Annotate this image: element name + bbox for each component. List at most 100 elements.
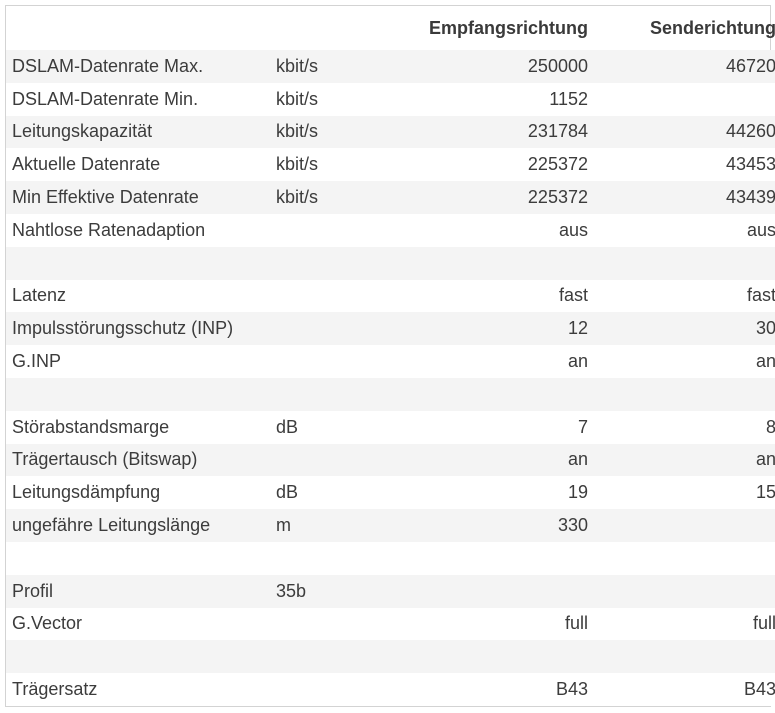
row-unit [276,640,422,673]
row-unit [276,542,422,575]
table-row: Leitungskapazität kbit/s 231784 44260 [6,115,775,149]
row-unit: kbit/s [276,187,319,208]
row-value-empfangsrichtung: 7 [577,416,588,437]
dsl-info-table: Empfangsrichtung Senderichtung DSLAM-Dat… [6,6,775,706]
row-value-empfangsrichtung: aus [558,219,588,240]
row-label: Leitungsdämpfung [12,482,161,503]
row-label: DSLAM-Datenrate Max. [12,55,204,76]
row-unit: dB [276,416,299,437]
row-unit [276,312,422,345]
row-value-empfangsrichtung: 225372 [527,187,588,208]
row-label: G.Vector [12,613,83,634]
table-row: G.INP an an [6,345,775,378]
table-header-row: Empfangsrichtung Senderichtung [6,6,775,50]
row-value-empfangsrichtung: fast [558,285,588,306]
row-unit: m [276,515,291,536]
row-value-senderichtung [588,542,775,575]
table-row: ungefähre Leitungslänge m 330 [6,509,775,542]
row-value-senderichtung [588,378,775,411]
row-unit [276,608,422,641]
table-row [6,377,775,411]
row-value-senderichtung: 43453 [725,154,775,175]
row-value-senderichtung [588,247,775,280]
row-unit [276,280,422,313]
table-row: Nahtlose Ratenadaption aus aus [6,213,775,247]
row-value-empfangsrichtung: 250000 [527,55,588,76]
row-value-senderichtung: an [755,351,775,372]
row-value-senderichtung: 44260 [725,121,775,142]
header-empfangsrichtung: Empfangsrichtung [428,17,588,38]
row-value-senderichtung: 15 [755,482,775,503]
row-unit [276,444,422,477]
row-value-senderichtung: B43 [743,679,775,700]
row-label: Min Effektive Datenrate [12,187,199,208]
table-row: DSLAM-Datenrate Max. kbit/s 250000 46720 [6,50,775,83]
row-value-senderichtung: 46720 [725,55,775,76]
table-row [6,541,775,575]
row-value-empfangsrichtung [422,378,588,411]
row-value-senderichtung [588,83,775,116]
row-unit [276,247,422,280]
row-label: DSLAM-Datenrate Min. [12,88,199,109]
table-row: Leitungsdämpfung dB 19 15 [6,476,775,510]
row-unit [276,378,422,411]
row-label: Nahtlose Ratenadaption [12,219,206,240]
row-unit: kbit/s [276,55,319,76]
row-label: Aktuelle Datenrate [12,154,161,175]
row-value-empfangsrichtung: 225372 [527,154,588,175]
row-label: Impulsstörungsschutz (INP) [12,318,234,339]
table-row: Impulsstörungsschutz (INP) 12 30 [6,312,775,346]
header-label [6,6,276,50]
row-label [6,640,276,673]
table-row: Latenz fast fast [6,279,775,313]
table-row: Trägertausch (Bitswap) an an [6,443,775,477]
row-value-senderichtung: full [752,613,775,634]
row-unit [276,214,422,247]
row-value-empfangsrichtung [422,542,588,575]
row-value-empfangsrichtung [422,247,588,280]
row-value-empfangsrichtung: full [564,613,588,634]
table-row: Aktuelle Datenrate kbit/s 225372 43453 [6,148,775,182]
row-value-empfangsrichtung: 12 [567,318,588,339]
row-label [6,247,276,280]
row-value-empfangsrichtung: 330 [557,515,588,536]
row-value-empfangsrichtung: an [567,449,588,470]
table-row: Min Effektive Datenrate kbit/s 225372 43439 [6,181,775,214]
row-value-empfangsrichtung [422,640,588,673]
table-body: DSLAM-Datenrate Max. kbit/s 250000 46720 DSL… [6,50,775,706]
row-value-empfangsrichtung: 231784 [527,121,588,142]
row-unit: kbit/s [276,121,319,142]
row-value-empfangsrichtung [422,575,588,608]
row-label: G.INP [12,351,62,372]
row-unit: kbit/s [276,88,319,109]
row-value-empfangsrichtung: 19 [567,482,588,503]
row-unit: dB [276,482,299,503]
row-label: Trägertausch (Bitswap) [12,449,198,470]
table-row: Trägersatz B43 B43 [6,673,775,706]
table-row: G.Vector full full [6,607,775,641]
row-unit: kbit/s [276,154,319,175]
table-row: Störabstandsmarge dB 7 8 [6,410,775,444]
row-label: Leitungskapazität [12,121,153,142]
row-label [6,542,276,575]
header-unit [276,6,422,50]
table-row: Profil 35b [6,574,775,608]
dsl-info-panel: Empfangsrichtung Senderichtung DSLAM-Dat… [5,5,775,707]
row-value-senderichtung: an [755,449,775,470]
row-value-senderichtung: aus [746,219,775,240]
row-value-empfangsrichtung: an [567,351,588,372]
row-value-senderichtung: fast [746,285,775,306]
row-value-senderichtung [588,509,775,542]
header-senderichtung: Senderichtung [649,17,775,38]
row-unit: 35b [276,580,307,601]
row-label: Trägersatz [12,679,98,700]
row-value-senderichtung: 30 [755,318,775,339]
row-value-empfangsrichtung: 1152 [549,88,588,109]
table-row [6,246,775,280]
row-label: Latenz [12,285,67,306]
row-value-senderichtung [588,575,775,608]
row-unit [276,673,422,706]
table-row [6,640,775,674]
row-value-empfangsrichtung: B43 [555,679,588,700]
row-label [6,378,276,411]
